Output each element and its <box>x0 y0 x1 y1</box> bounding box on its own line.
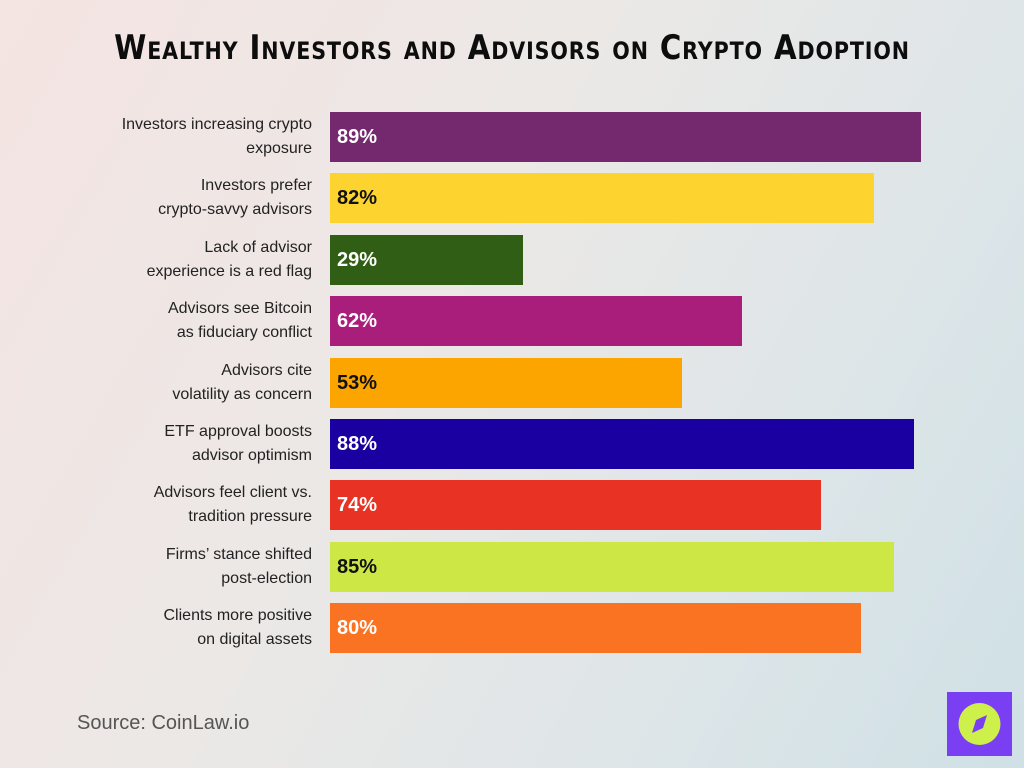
bar: 74% <box>330 480 822 531</box>
category-label-line: as fiduciary conflict <box>176 324 312 342</box>
bar: 80% <box>330 603 862 654</box>
category-label-line: Advisors see Bitcoin <box>167 300 312 318</box>
category-label-line: post-election <box>221 569 312 587</box>
category-label: Firms’ stance shifted post-election <box>52 543 312 591</box>
bar: 82% <box>330 173 875 224</box>
category-label-line: Advisors feel client vs. <box>153 484 312 502</box>
bar: 89% <box>330 112 921 162</box>
category-label: Clients more positive on digital assets <box>52 604 313 652</box>
chart-title: Wealthy Investors and Advisors on Crypto… <box>114 28 910 68</box>
data-label: 29% <box>337 248 378 271</box>
category-label-line: Advisors cite <box>221 361 312 379</box>
compass-icon <box>958 703 1001 745</box>
category-label: Investors increasing crypto exposure <box>52 113 312 161</box>
data-label: 89% <box>337 126 378 148</box>
category-label-line: Firms’ stance shifted <box>165 545 312 563</box>
data-label: 85% <box>337 555 378 578</box>
category-label: Advisors feel client vs. tradition pressu… <box>52 481 312 529</box>
category-label-line: Clients more positive <box>163 607 313 625</box>
bar: 85% <box>330 541 895 592</box>
bar: 62% <box>330 296 742 347</box>
category-label-line: Lack of advisor <box>204 238 312 256</box>
category-label: Lack of advisor experience is a red flag <box>52 236 312 284</box>
category-label-line: tradition pressure <box>188 508 312 526</box>
source-note: Source: CoinLaw.io <box>77 712 250 734</box>
data-label: 82% <box>337 187 378 210</box>
bar: 88% <box>330 419 915 469</box>
category-label: Investors prefer crypto-savvy advisors <box>52 174 312 222</box>
category-label-line: on digital assets <box>197 631 312 649</box>
category-label-line: experience is a red flag <box>146 262 312 280</box>
bar: 29% <box>330 234 523 285</box>
category-label-line: volatility as concern <box>172 385 312 403</box>
category-label: Advisors see Bitcoin as fiduciary conflic… <box>52 297 312 345</box>
category-label-line: advisor optimism <box>191 447 312 464</box>
data-label: 88% <box>337 433 378 455</box>
data-label: 53% <box>337 371 378 394</box>
data-label: 80% <box>337 617 378 640</box>
category-label-line: exposure <box>246 140 312 157</box>
category-label-line: Investors increasing crypto <box>121 116 312 133</box>
category-label: Advisors cite volatility as concern <box>52 359 312 407</box>
category-label: ETF approval boosts advisor optimism <box>52 420 312 468</box>
data-label: 62% <box>337 310 378 333</box>
bar: 53% <box>330 357 682 408</box>
data-label: 74% <box>337 494 378 517</box>
category-label-line: ETF approval boosts <box>164 423 312 440</box>
category-label-line: crypto-savvy advisors <box>158 201 312 219</box>
coinlaw-logo <box>947 692 1012 756</box>
category-label-line: Investors prefer <box>200 177 312 195</box>
